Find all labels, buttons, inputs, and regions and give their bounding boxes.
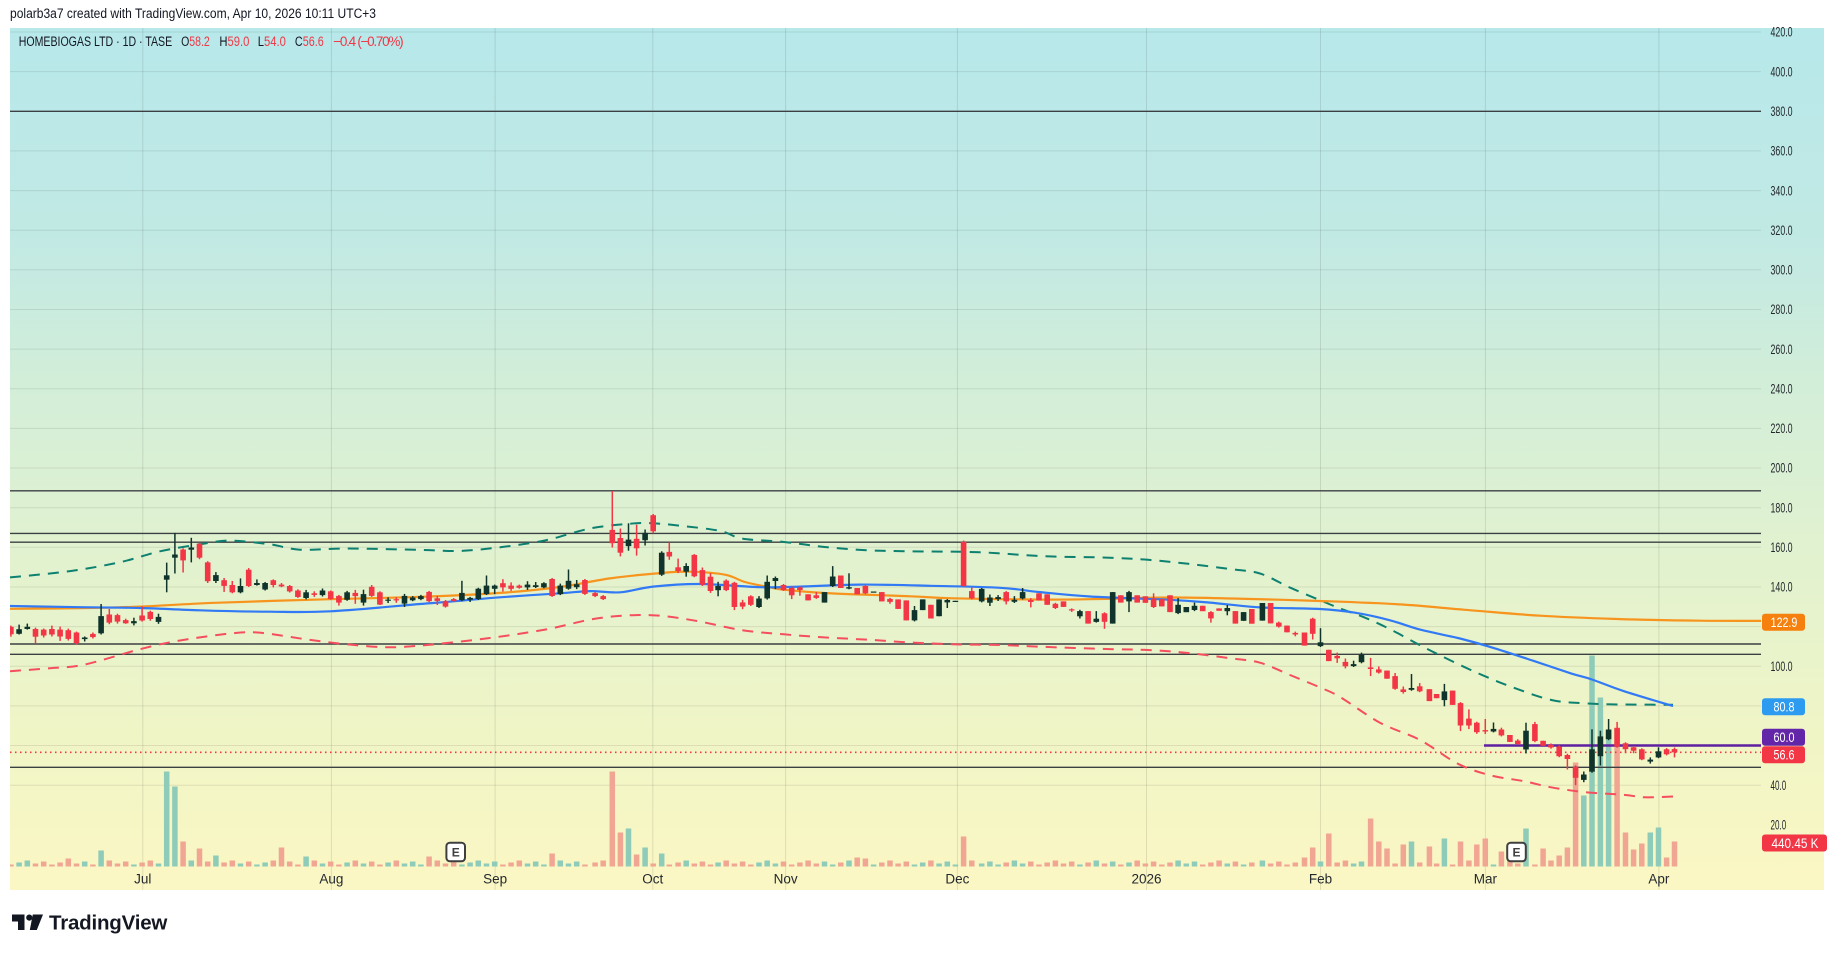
svg-text:20.0: 20.0 — [1771, 818, 1787, 833]
svg-text:Apr: Apr — [1648, 872, 1670, 887]
svg-text:C56.6: C56.6 — [295, 34, 324, 49]
svg-text:40.0: 40.0 — [1771, 778, 1787, 793]
svg-text:420.0: 420.0 — [1771, 25, 1793, 40]
svg-text:140.0: 140.0 — [1771, 580, 1793, 595]
svg-text:380.0: 380.0 — [1771, 104, 1793, 119]
svg-text:300.0: 300.0 — [1771, 263, 1793, 278]
svg-text:E: E — [1512, 845, 1520, 859]
svg-text:Dec: Dec — [945, 872, 969, 887]
svg-text:56.6: 56.6 — [1774, 748, 1795, 763]
svg-text:340.0: 340.0 — [1771, 183, 1793, 198]
svg-text:260.0: 260.0 — [1771, 342, 1793, 357]
svg-text:−0.4 (−0.70%): −0.4 (−0.70%) — [333, 34, 403, 49]
svg-text:400.0: 400.0 — [1771, 64, 1793, 79]
svg-text:100.0: 100.0 — [1771, 659, 1793, 674]
svg-text:60.0: 60.0 — [1774, 730, 1795, 745]
svg-text:80.8: 80.8 — [1774, 700, 1795, 715]
svg-text:L54.0: L54.0 — [258, 34, 286, 49]
svg-text:Nov: Nov — [774, 872, 798, 887]
svg-text:200.0: 200.0 — [1771, 461, 1793, 476]
svg-text:polarb3a7 created with Trading: polarb3a7 created with TradingView.com, … — [10, 6, 376, 21]
svg-text:O58.2: O58.2 — [181, 34, 210, 49]
svg-text:HOMEBIOGAS LTD · 1D · TASE: HOMEBIOGAS LTD · 1D · TASE — [19, 34, 173, 49]
svg-text:E: E — [452, 845, 460, 859]
svg-text:Oct: Oct — [642, 872, 663, 887]
svg-text:180.0: 180.0 — [1771, 500, 1793, 515]
svg-text:220.0: 220.0 — [1771, 421, 1793, 436]
svg-text:280.0: 280.0 — [1771, 302, 1793, 317]
svg-text:160.0: 160.0 — [1771, 540, 1793, 555]
svg-text:320.0: 320.0 — [1771, 223, 1793, 238]
svg-text:Jul: Jul — [134, 872, 151, 887]
svg-text:440.45 K: 440.45 K — [1772, 836, 1819, 851]
svg-text:Mar: Mar — [1474, 872, 1498, 887]
svg-text:Sep: Sep — [483, 872, 507, 887]
svg-text:240.0: 240.0 — [1771, 382, 1793, 397]
svg-text:Aug: Aug — [319, 872, 343, 887]
svg-text:122.9: 122.9 — [1771, 615, 1798, 630]
svg-text:360.0: 360.0 — [1771, 144, 1793, 159]
svg-text:TradingView: TradingView — [49, 912, 167, 935]
svg-text:H59.0: H59.0 — [219, 34, 249, 49]
svg-text:2026: 2026 — [1131, 872, 1161, 887]
svg-text:Feb: Feb — [1309, 872, 1332, 887]
